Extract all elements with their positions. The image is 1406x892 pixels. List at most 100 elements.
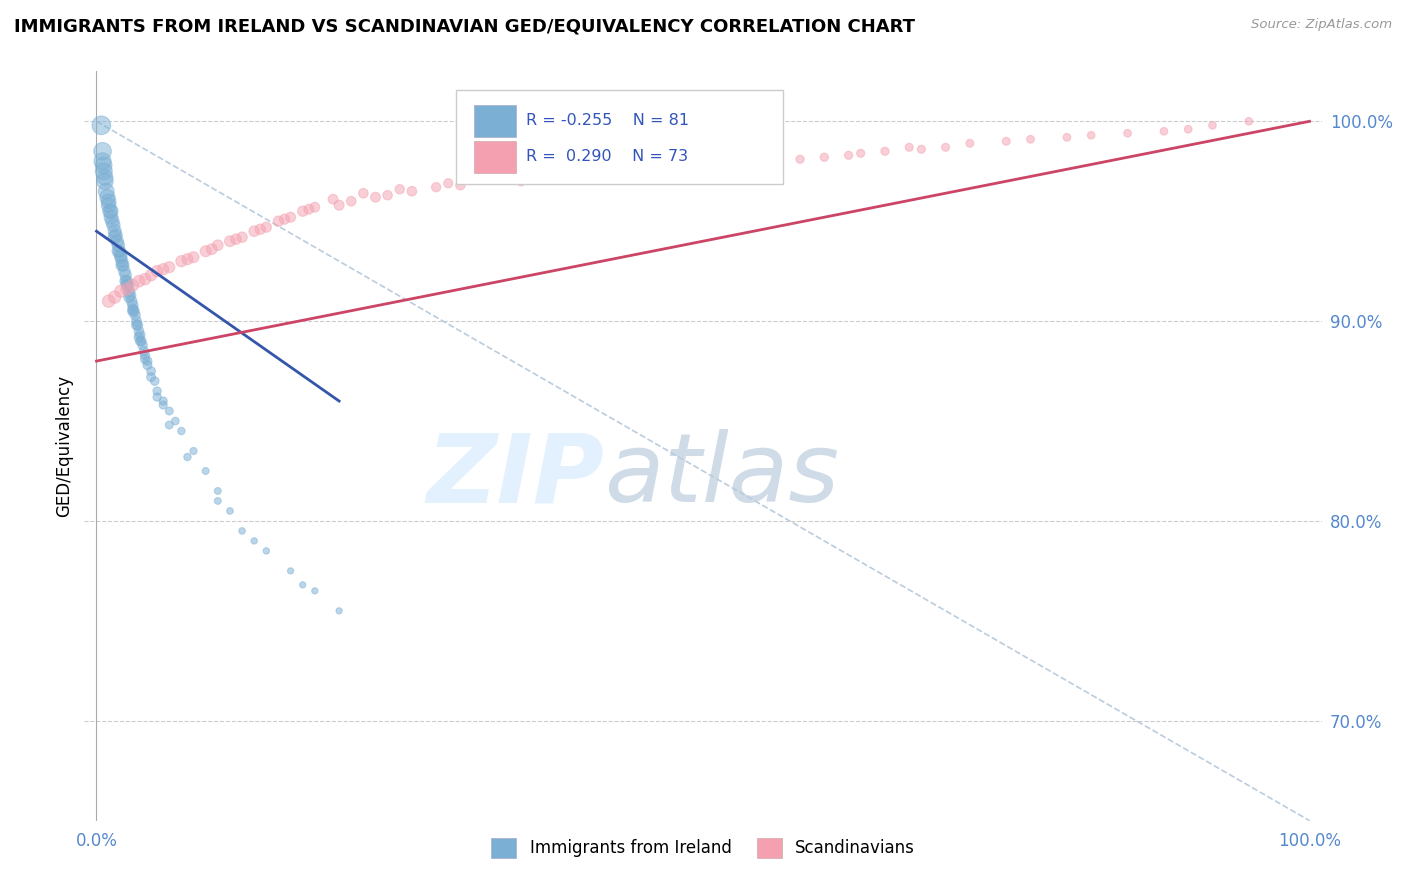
Point [112, 264, 135, 278]
Point [388, 182, 411, 196]
Point [107, 244, 129, 259]
Point [97, 198, 120, 212]
Point [849, 146, 872, 161]
Point [1153, 124, 1175, 138]
Point [322, 192, 344, 206]
FancyBboxPatch shape [474, 105, 516, 136]
Text: IMMIGRANTS FROM IRELAND VS SCANDINAVIAN GED/EQUIVALENCY CORRELATION CHART: IMMIGRANTS FROM IRELAND VS SCANDINAVIAN … [14, 18, 915, 36]
Point [157, 417, 180, 432]
Point [111, 258, 134, 272]
Point [104, 228, 127, 243]
Text: ZIP: ZIP [426, 429, 605, 523]
Point [328, 604, 350, 618]
Point [139, 370, 162, 384]
Point [377, 188, 399, 202]
Point [157, 260, 180, 275]
Point [91, 154, 114, 169]
Point [127, 318, 149, 332]
Point [995, 134, 1018, 148]
Point [122, 278, 145, 293]
Point [125, 314, 148, 328]
Point [668, 158, 690, 172]
Point [139, 364, 162, 378]
Point [115, 274, 138, 288]
Point [534, 170, 557, 185]
Point [935, 140, 957, 154]
Point [194, 244, 217, 259]
Point [122, 304, 145, 318]
Point [752, 154, 775, 169]
Point [139, 268, 162, 282]
Point [1116, 126, 1139, 140]
Point [136, 358, 159, 372]
Point [120, 288, 142, 302]
Point [692, 161, 714, 175]
Point [201, 242, 224, 256]
FancyBboxPatch shape [474, 141, 516, 172]
Point [110, 248, 132, 262]
Point [225, 232, 247, 246]
Text: R =  0.290    N = 73: R = 0.290 N = 73 [526, 149, 688, 164]
Legend: Immigrants from Ireland, Scandinavians: Immigrants from Ireland, Scandinavians [485, 831, 921, 864]
Point [219, 234, 242, 248]
Point [340, 194, 363, 209]
Point [183, 444, 205, 458]
Point [291, 204, 314, 219]
Point [170, 254, 193, 268]
Point [94, 170, 117, 185]
Point [134, 348, 156, 362]
Point [243, 224, 266, 238]
Point [101, 214, 124, 228]
Point [207, 483, 229, 498]
Point [115, 278, 138, 293]
Point [96, 190, 118, 204]
Point [267, 214, 290, 228]
Point [117, 278, 139, 293]
Point [510, 174, 533, 188]
Point [364, 190, 387, 204]
Point [425, 180, 447, 194]
Point [128, 324, 150, 338]
Point [93, 164, 115, 178]
Point [1237, 114, 1260, 128]
Y-axis label: GED/Equivalency: GED/Equivalency [55, 375, 73, 517]
Point [111, 254, 134, 268]
Point [118, 284, 141, 298]
Point [105, 234, 128, 248]
Point [122, 304, 145, 318]
Point [716, 156, 738, 170]
FancyBboxPatch shape [456, 90, 783, 184]
Point [838, 148, 860, 162]
Point [165, 414, 187, 428]
Point [474, 172, 496, 186]
Point [328, 198, 350, 212]
Point [1056, 130, 1078, 145]
Point [254, 220, 277, 235]
Point [157, 404, 180, 418]
Point [207, 494, 229, 508]
Point [100, 204, 122, 219]
Point [304, 583, 326, 598]
Point [134, 352, 156, 367]
Point [183, 250, 205, 264]
Point [231, 230, 253, 244]
Point [437, 176, 460, 190]
Point [97, 194, 120, 209]
Point [243, 533, 266, 548]
Point [449, 178, 471, 193]
Point [96, 184, 118, 198]
Point [176, 450, 198, 464]
Point [121, 294, 143, 309]
Point [104, 230, 127, 244]
Point [219, 504, 242, 518]
Point [134, 272, 156, 286]
Point [304, 200, 326, 214]
Point [118, 290, 141, 304]
Point [813, 150, 835, 164]
Point [789, 153, 811, 167]
Point [125, 318, 148, 332]
Point [107, 238, 129, 252]
Text: Source: ZipAtlas.com: Source: ZipAtlas.com [1251, 18, 1392, 31]
Point [273, 212, 295, 227]
Point [103, 218, 125, 232]
